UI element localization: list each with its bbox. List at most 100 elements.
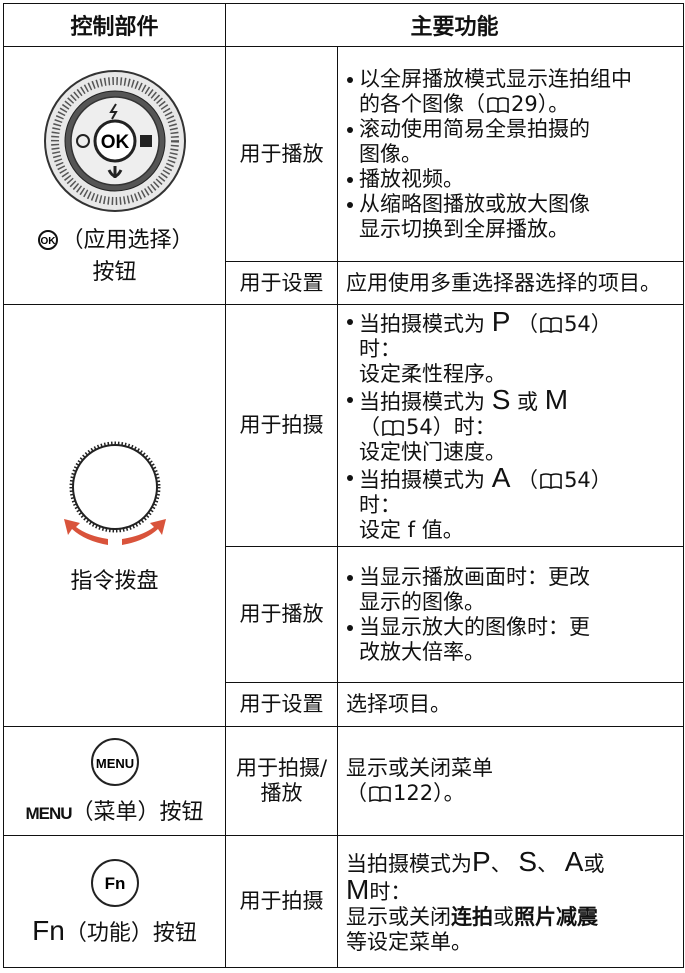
text-run: 当拍摄模式为	[359, 311, 492, 336]
text-run: 时：	[359, 492, 401, 517]
ok-glyph-text: OK	[41, 236, 57, 247]
text-line: 设定 f 值。	[359, 518, 679, 543]
text-run: 当拍摄模式为	[346, 851, 472, 876]
timer-symbol	[75, 133, 90, 148]
command-dial-figure	[63, 441, 166, 545]
text-run: （菜单）按钮	[71, 800, 204, 825]
text-run: 122	[393, 781, 434, 805]
text-run: 当拍摄模式为	[359, 389, 492, 414]
header-cell: 主要功能	[224, 3, 685, 47]
text-run: （	[346, 781, 367, 805]
text-line: 滚动使用简易全景拍摄的	[359, 117, 679, 142]
function-cell: 以全屏播放模式显示连拍组中 的各个图像（ 29）。 滚动使用简易全景拍摄的 图像。 播放视…	[336, 46, 685, 262]
text-line: 显示或关闭菜单	[346, 756, 679, 781]
function-item: 当拍摄模式为 S 或 M （54）时： 设定快门速度。	[346, 383, 679, 465]
table-row: 指令拨盘 用于拍摄 当拍摄模式为 P （54） 时： 设定柔性程序。 当拍摄模式为 S 或…	[3, 304, 685, 727]
ok-glyph-ring	[38, 229, 59, 250]
text-run: S	[518, 845, 538, 877]
table-row: 用于播放 当显示播放画面时：更改 显示的图像。 当显示放大的图像时：更 改放大倍率。	[4, 546, 685, 683]
usage-cell: 用于播放	[225, 46, 338, 262]
bullet-dot	[347, 76, 353, 83]
book-shape	[487, 96, 509, 113]
function-cell: 当拍摄模式为P、 S、 A或 M时： 显示或关闭连拍或照片减震 等设定菜单。	[336, 835, 685, 968]
bullet-dot	[347, 176, 353, 183]
book-shape	[540, 316, 562, 333]
function-item: 滚动使用简易全景拍摄的 图像。	[346, 117, 679, 167]
text-run: 图像。	[359, 141, 422, 166]
table-row: Fn Fn（功能）按钮 用于拍摄 当拍摄模式为P、 S、 A或 M时： 显示或关闭连拍或照…	[3, 835, 685, 968]
button	[90, 738, 139, 786]
book-icon	[382, 419, 404, 436]
button-figure: Fn	[90, 858, 139, 907]
text-line: 当拍摄模式为 A （ 54）	[359, 461, 679, 493]
text-run: 54	[564, 467, 591, 492]
text-run: 54	[406, 414, 433, 439]
function-item: 当显示播放画面时：更改 显示的图像。	[346, 565, 679, 615]
text-run: 54	[564, 311, 591, 336]
book-icon	[369, 786, 391, 803]
multi-selector-figure: OK	[43, 69, 186, 212]
book-shape	[540, 472, 562, 489]
ok-button	[93, 119, 136, 162]
function-cell: 应用使用多重选择器选择的项目。	[336, 261, 685, 305]
bullet-dot	[347, 126, 353, 133]
function-item: 应用使用多重选择器选择的项目。	[346, 271, 679, 296]
usage-cell: 用于播放	[225, 546, 338, 683]
usage-label: 用于拍摄	[239, 889, 324, 913]
usage-label: 用于设置	[239, 692, 324, 716]
ok-label: OK	[100, 132, 129, 153]
text-line: 设定快门速度。	[359, 440, 679, 465]
text-run: A	[491, 461, 511, 493]
table-row: 用于设置 应用使用多重选择器选择的项目。	[4, 261, 685, 305]
text-run: 时：	[359, 336, 401, 361]
text-run: S	[491, 383, 511, 415]
text-line: 按钮	[4, 254, 225, 286]
text-line: 当拍摄模式为P、 S、 A或	[346, 845, 679, 877]
text-line: 当显示放大的图像时：更	[359, 615, 679, 640]
text-run: （功能）按钮	[64, 920, 197, 946]
text-line: 显示或关闭连拍或照片减震	[346, 905, 679, 930]
bullet-dot	[347, 201, 353, 208]
text-run: 当显示放大的图像时：更	[359, 614, 590, 639]
control-cell: 指令拨盘	[3, 304, 226, 727]
bullet-dot	[347, 574, 353, 581]
arrow-right	[121, 518, 166, 545]
button-label: MENU	[95, 756, 133, 771]
book-shape	[382, 419, 404, 436]
arrow-left	[63, 518, 108, 545]
usage-cell: 用于拍摄	[225, 304, 338, 547]
text-run: 当拍摄模式为	[359, 467, 492, 492]
text-run: 的各个图像（	[359, 91, 485, 116]
usage-label: 用于播放	[239, 602, 324, 626]
text-line: 图像。	[359, 142, 679, 167]
text-line: MENU（菜单）按钮	[4, 794, 225, 826]
text-run: M	[346, 873, 370, 905]
bullet	[347, 201, 353, 208]
text-run: （应用选择）	[61, 227, 194, 253]
function-cell: 显示或关闭菜单（ 122）。	[336, 726, 685, 836]
text-line: 指令拨盘	[4, 563, 225, 595]
text-line: 显示切换到全屏播放。	[359, 217, 679, 242]
text-line: Fn（功能）按钮	[4, 915, 225, 947]
dial	[71, 443, 158, 530]
header-row: 控制部件 主要功能	[3, 3, 685, 47]
text-run: 设定柔性程序。	[359, 361, 506, 386]
text-run: 显示或关闭	[346, 904, 451, 929]
text-run: 显示切换到全屏播放。	[359, 216, 569, 241]
table-row: OK OK （应用选择） 按钮 用于播放 以全屏播放模式显示连拍组中 的各个图像（ 29）。滚…	[3, 46, 685, 305]
text-line: 时：	[359, 337, 679, 362]
text-run: 显示或关闭菜单	[346, 756, 493, 780]
table-row: MENU MENU（菜单）按钮 用于拍摄/播放 显示或关闭菜单（122）。	[3, 726, 685, 836]
text-run: 照片减震	[514, 904, 598, 929]
function-cell: 当拍摄模式为 P （54） 时： 设定柔性程序。 当拍摄模式为 S 或 M （54）时：…	[336, 304, 685, 547]
bullet-dot	[347, 318, 353, 325]
bullet	[347, 624, 353, 631]
text-line: 显示的图像。	[359, 590, 679, 615]
dial-knurl	[69, 441, 160, 532]
text-line: 当拍摄模式为 P （ 54）	[359, 307, 679, 337]
text-run: MENU	[25, 804, 72, 823]
text-run: ）时：	[432, 414, 496, 439]
bullet	[347, 126, 353, 133]
text-run: P	[472, 845, 491, 877]
text-run: 按钮	[92, 259, 137, 285]
